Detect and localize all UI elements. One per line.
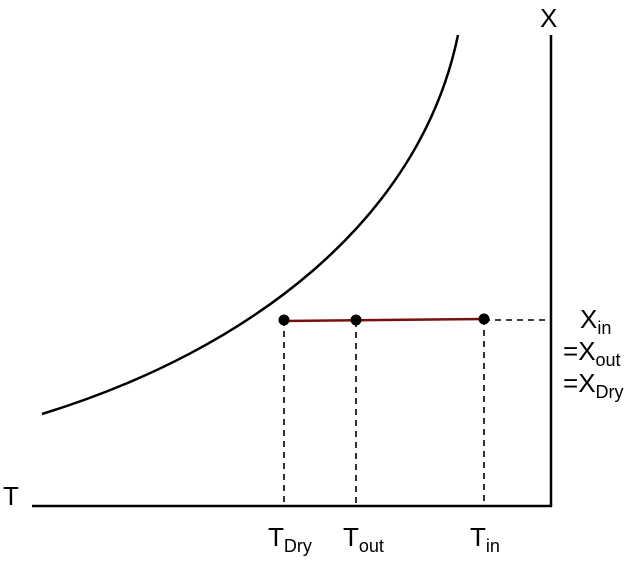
t-dry-sub: Dry xyxy=(284,536,312,556)
x-in-sub: in xyxy=(597,318,611,338)
x-in-base: X xyxy=(580,304,597,334)
x-out-label: =Xout xyxy=(563,336,621,370)
x-axis-label: T xyxy=(3,481,19,511)
t-in-sub: in xyxy=(486,536,500,556)
x-out-sub: out xyxy=(596,350,621,370)
t-in-base: T xyxy=(470,522,486,552)
t-out-label: Tout xyxy=(343,522,384,556)
saturation-curve xyxy=(41,34,460,416)
t-out-base: T xyxy=(343,522,359,552)
x-dry-base: X xyxy=(578,368,595,398)
x-in-label: Xin xyxy=(580,304,611,338)
x-dry-sub: Dry xyxy=(596,382,624,402)
t-out-sub: out xyxy=(359,536,384,556)
t-in-label: Tin xyxy=(470,522,500,556)
point-out xyxy=(350,314,362,326)
process-line xyxy=(283,317,485,323)
t-dry-label: TDry xyxy=(268,522,312,556)
x-out-base: X xyxy=(578,336,595,366)
y-axis-label: X xyxy=(540,3,557,33)
x-dry-label: =XDry xyxy=(563,368,624,402)
x-out-prefix: = xyxy=(563,336,578,366)
t-dry-base: T xyxy=(268,522,284,552)
point-in xyxy=(478,313,490,325)
point-dry xyxy=(278,314,290,326)
x-dry-prefix: = xyxy=(563,368,578,398)
